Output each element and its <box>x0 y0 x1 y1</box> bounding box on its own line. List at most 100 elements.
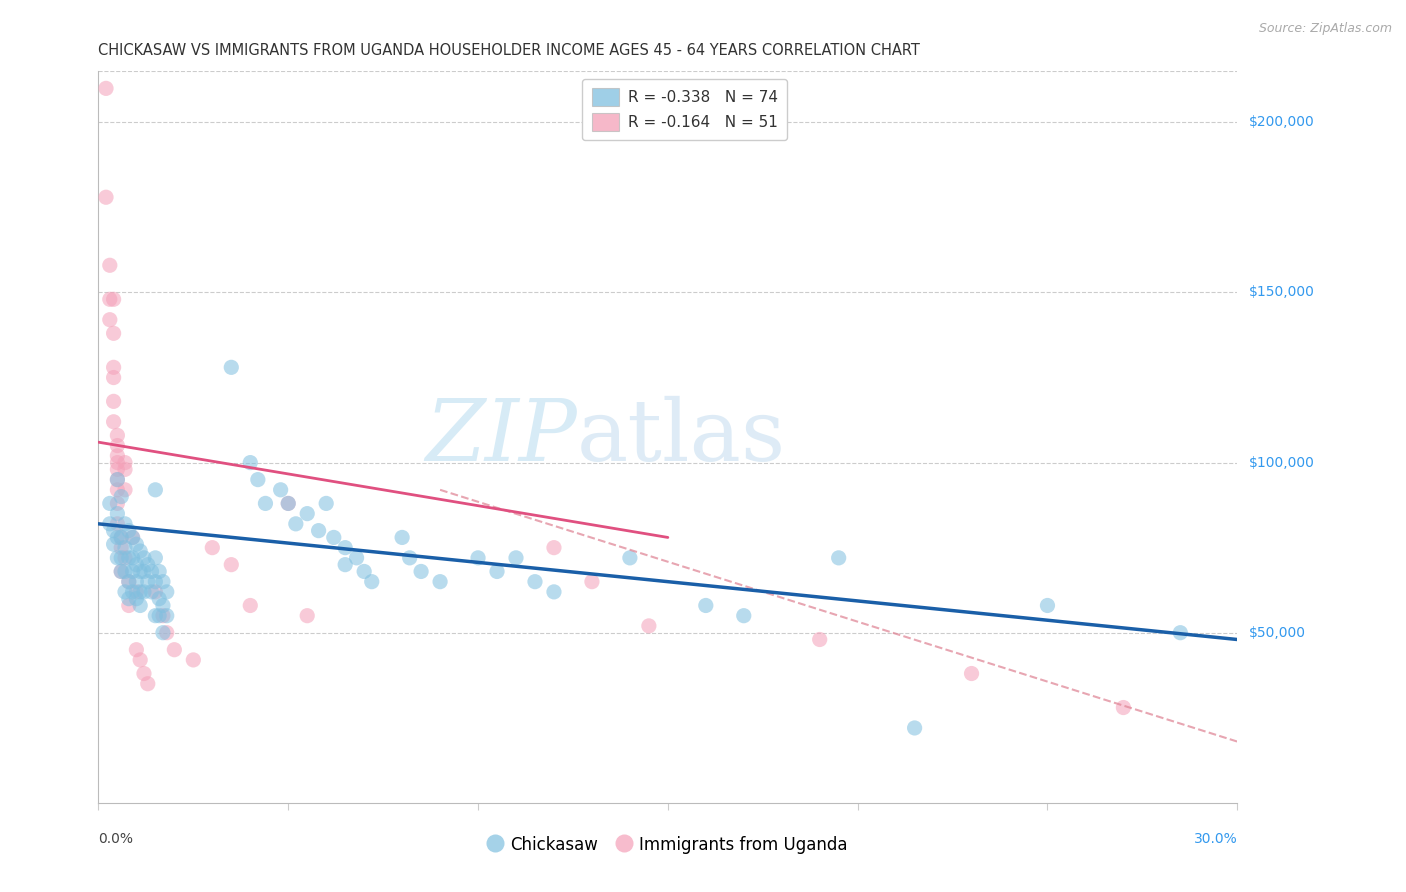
Point <box>733 608 755 623</box>
Point <box>297 507 319 521</box>
Point <box>246 473 269 487</box>
Point <box>335 558 357 572</box>
Point <box>239 456 262 470</box>
Point <box>129 585 152 599</box>
Point <box>904 721 927 735</box>
Point <box>391 531 413 545</box>
Text: Source: ZipAtlas.com: Source: ZipAtlas.com <box>1258 22 1392 36</box>
Point <box>152 608 174 623</box>
Point <box>114 516 136 531</box>
Point <box>114 541 136 555</box>
Point <box>270 483 292 497</box>
Point <box>148 591 170 606</box>
Point <box>1112 700 1135 714</box>
Point <box>103 415 125 429</box>
Point <box>98 293 121 307</box>
Point <box>125 585 148 599</box>
Point <box>129 544 152 558</box>
Point <box>1170 625 1192 640</box>
Point <box>284 516 307 531</box>
Point <box>103 537 125 551</box>
Point <box>132 666 155 681</box>
Point <box>94 190 117 204</box>
Point <box>107 462 129 476</box>
Point <box>156 625 179 640</box>
Text: $50,000: $50,000 <box>1249 625 1305 640</box>
Point <box>110 531 132 545</box>
Point <box>524 574 547 589</box>
Point <box>132 585 155 599</box>
Point <box>221 558 243 572</box>
Point <box>581 574 603 589</box>
Legend: Chickasaw, Immigrants from Uganda: Chickasaw, Immigrants from Uganda <box>481 829 855 860</box>
Text: ZIP: ZIP <box>425 396 576 478</box>
Text: $200,000: $200,000 <box>1249 115 1315 129</box>
Point <box>125 574 148 589</box>
Point <box>107 531 129 545</box>
Point <box>163 642 186 657</box>
Point <box>638 619 661 633</box>
Point <box>110 565 132 579</box>
Point <box>118 574 141 589</box>
Point <box>141 585 163 599</box>
Point <box>1036 599 1059 613</box>
Point <box>107 473 129 487</box>
Point <box>141 565 163 579</box>
Point <box>136 677 159 691</box>
Point <box>114 585 136 599</box>
Point <box>411 565 433 579</box>
Point <box>505 550 527 565</box>
Text: CHICKASAW VS IMMIGRANTS FROM UGANDA HOUSEHOLDER INCOME AGES 45 - 64 YEARS CORREL: CHICKASAW VS IMMIGRANTS FROM UGANDA HOUS… <box>98 43 921 58</box>
Point <box>110 531 132 545</box>
Point <box>121 565 143 579</box>
Point <box>353 565 375 579</box>
Point <box>808 632 831 647</box>
Point <box>103 326 125 341</box>
Point <box>98 496 121 510</box>
Point <box>114 456 136 470</box>
Point <box>152 574 174 589</box>
Point <box>148 608 170 623</box>
Point <box>121 550 143 565</box>
Point <box>114 565 136 579</box>
Point <box>619 550 641 565</box>
Point <box>125 591 148 606</box>
Point <box>132 565 155 579</box>
Point <box>136 574 159 589</box>
Text: $150,000: $150,000 <box>1249 285 1315 300</box>
Point <box>145 550 167 565</box>
Point <box>114 462 136 476</box>
Point <box>145 608 167 623</box>
Point <box>346 550 368 565</box>
Point <box>114 550 136 565</box>
Point <box>136 558 159 572</box>
Point <box>254 496 277 510</box>
Point <box>103 360 125 375</box>
Point <box>103 394 125 409</box>
Point <box>129 565 152 579</box>
Point <box>125 537 148 551</box>
Point <box>543 541 565 555</box>
Point <box>107 516 129 531</box>
Text: 30.0%: 30.0% <box>1194 832 1237 846</box>
Point <box>828 550 851 565</box>
Point <box>297 608 319 623</box>
Text: atlas: atlas <box>576 395 786 479</box>
Point <box>221 360 243 375</box>
Point <box>543 585 565 599</box>
Point <box>107 550 129 565</box>
Point <box>110 550 132 565</box>
Point <box>322 531 344 545</box>
Point <box>107 496 129 510</box>
Point <box>129 653 152 667</box>
Point <box>398 550 420 565</box>
Point <box>98 258 121 272</box>
Point <box>132 550 155 565</box>
Point <box>183 653 205 667</box>
Point <box>156 608 179 623</box>
Point <box>107 449 129 463</box>
Point <box>94 81 117 95</box>
Point <box>121 585 143 599</box>
Point <box>277 496 299 510</box>
Point <box>156 585 179 599</box>
